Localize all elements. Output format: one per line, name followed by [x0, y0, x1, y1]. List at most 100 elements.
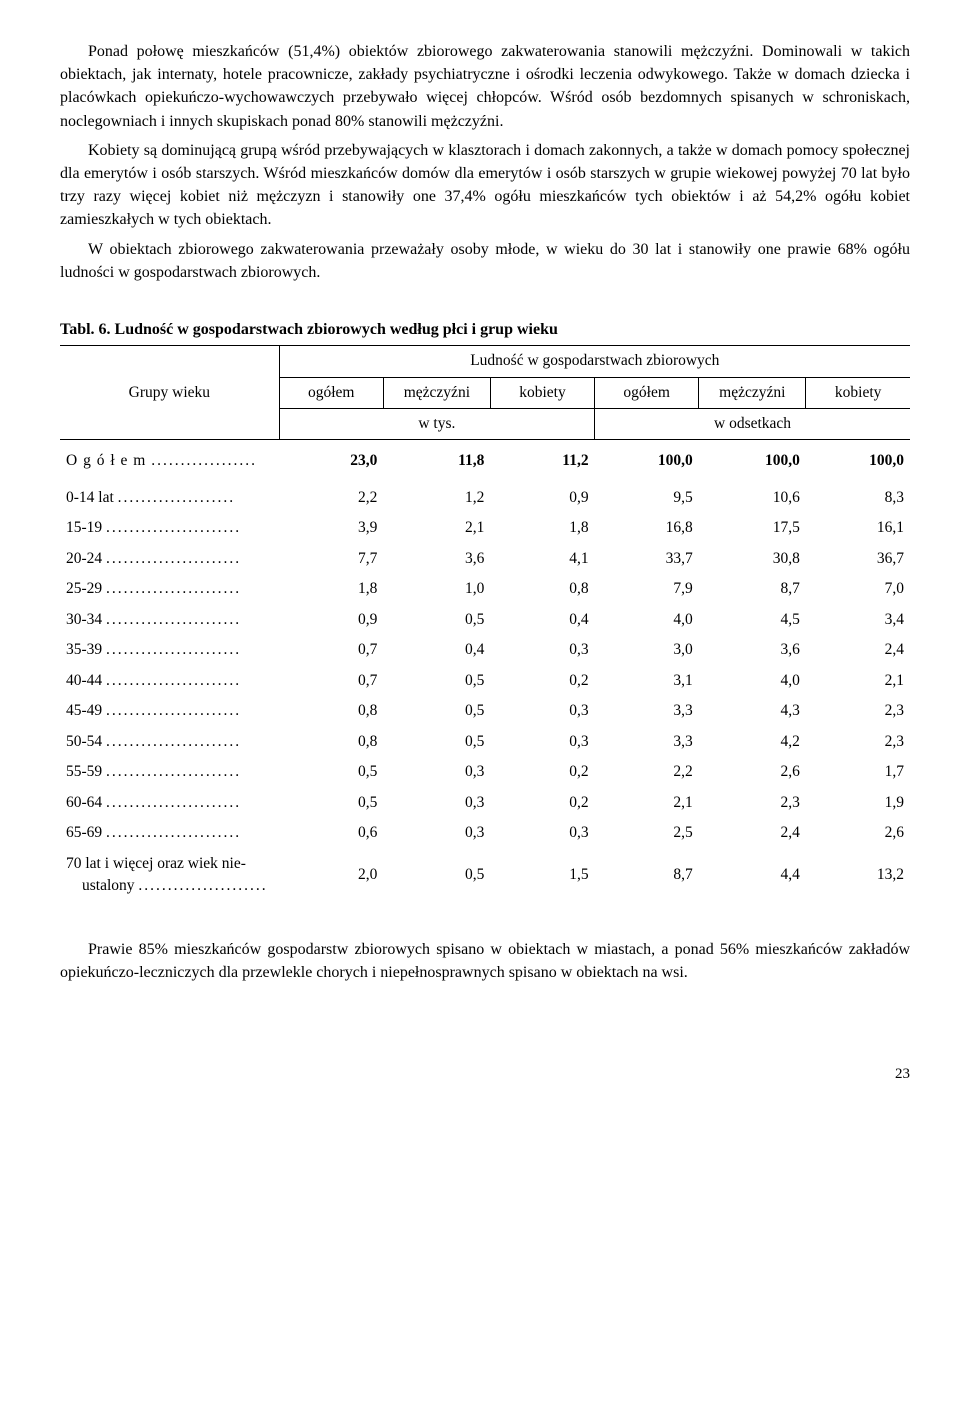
cell: 100,0	[806, 440, 910, 483]
table-row: 65-69 .......................0,60,30,32,…	[60, 818, 910, 848]
cell: 0,2	[490, 757, 594, 787]
row-label: O g ó ł e m	[66, 452, 146, 469]
cell: 0,8	[279, 727, 383, 757]
cell: 7,9	[595, 574, 699, 604]
leader-dots: .......................	[106, 641, 241, 658]
paragraph-1: Ponad połowę mieszkańców (51,4%) obiektó…	[60, 40, 910, 133]
cell: 3,0	[595, 635, 699, 665]
cell: 3,4	[806, 605, 910, 635]
cell: 11,2	[490, 440, 594, 483]
leader-dots: ......................	[138, 877, 267, 894]
row-label: 55-59	[66, 763, 102, 780]
cell: 0,8	[490, 574, 594, 604]
cell: 0,3	[383, 818, 490, 848]
cell: 10,6	[699, 483, 806, 513]
leader-dots: ....................	[118, 489, 236, 506]
leader-dots: ..................	[151, 452, 257, 469]
data-table: Grupy wieku Ludność w gospodarstwach zbi…	[60, 345, 910, 901]
cell: 0,5	[279, 757, 383, 787]
cell: 1,7	[806, 757, 910, 787]
unit-left: w tys.	[279, 409, 594, 440]
cell: 2,3	[806, 696, 910, 726]
cell: 16,8	[595, 513, 699, 543]
cell: 13,2	[806, 849, 910, 902]
table-row: 35-39 .......................0,70,40,33,…	[60, 635, 910, 665]
leader-dots: .......................	[106, 702, 241, 719]
cell: 100,0	[595, 440, 699, 483]
table-row: 30-34 .......................0,90,50,44,…	[60, 605, 910, 635]
cell: 23,0	[279, 440, 383, 483]
cell: 2,3	[699, 788, 806, 818]
leader-dots: .......................	[106, 763, 241, 780]
cell: 100,0	[699, 440, 806, 483]
cell: 0,5	[383, 727, 490, 757]
cell: 8,7	[699, 574, 806, 604]
table-row: 60-64 ....................... 0,50,30,2 2,…	[60, 788, 910, 818]
cell: 16,1	[806, 513, 910, 543]
cell: 1,8	[279, 574, 383, 604]
paragraph-4: Prawie 85% mieszkańców gospodarstw zbior…	[60, 938, 910, 984]
cell: 9,5	[595, 483, 699, 513]
cell: 2,6	[699, 757, 806, 787]
cell: 8,7	[595, 849, 699, 902]
row-label: 70 lat i więcej oraz wiek nie-	[66, 855, 246, 872]
cell: 1,0	[383, 574, 490, 604]
cell: 4,3	[699, 696, 806, 726]
cell: 0,2	[490, 788, 594, 818]
cell: 36,7	[806, 544, 910, 574]
cell: 4,1	[490, 544, 594, 574]
cell: 1,8	[490, 513, 594, 543]
row-label: 45-49	[66, 702, 102, 719]
cell: 0,3	[383, 788, 490, 818]
cell: 2,4	[806, 635, 910, 665]
cell: 0,5	[279, 788, 383, 818]
col-header: kobiety	[490, 377, 594, 408]
cell: 2,2	[279, 483, 383, 513]
cell: 33,7	[595, 544, 699, 574]
cell: 1,2	[383, 483, 490, 513]
row-label: 40-44	[66, 672, 102, 689]
cell: 4,4	[699, 849, 806, 902]
cell: 0,3	[383, 757, 490, 787]
table-row-total: O g ó ł e m .................. 23,0 11,8…	[60, 440, 910, 483]
cell: 2,3	[806, 727, 910, 757]
leader-dots: .......................	[106, 794, 241, 811]
cell: 3,1	[595, 666, 699, 696]
row-label: 30-34	[66, 611, 102, 628]
cell: 2,1	[383, 513, 490, 543]
cell: 4,5	[699, 605, 806, 635]
row-label: 35-39	[66, 641, 102, 658]
cell: 11,8	[383, 440, 490, 483]
table-row: 40-44 .......................0,70,50,23,…	[60, 666, 910, 696]
row-label: 0-14 lat	[66, 489, 114, 506]
cell: 2,1	[806, 666, 910, 696]
cell: 0,5	[383, 666, 490, 696]
row-label: 60-64	[66, 794, 102, 811]
cell: 1,9	[806, 788, 910, 818]
cell: 0,3	[490, 635, 594, 665]
cell: 0,3	[490, 696, 594, 726]
table-row: 70 lat i więcej oraz wiek nie- ustalony …	[60, 849, 910, 902]
cell: 3,6	[383, 544, 490, 574]
table-spanner: Ludność w gospodarstwach zbiorowych	[279, 346, 910, 377]
table-row: 55-59 .......................0,50,30,22,…	[60, 757, 910, 787]
col-header: ogółem	[595, 377, 699, 408]
col-header: kobiety	[806, 377, 910, 408]
cell: 0,6	[279, 818, 383, 848]
cell: 0,7	[279, 666, 383, 696]
cell: 4,0	[595, 605, 699, 635]
leader-dots: .......................	[106, 824, 241, 841]
cell: 2,5	[595, 818, 699, 848]
col-header: mężczyźni	[699, 377, 806, 408]
page-number: 23	[60, 1064, 910, 1086]
cell: 3,3	[595, 696, 699, 726]
stub-header: Grupy wieku	[60, 346, 279, 440]
cell: 2,2	[595, 757, 699, 787]
cell: 1,5	[490, 849, 594, 902]
cell: 8,3	[806, 483, 910, 513]
col-header: ogółem	[279, 377, 383, 408]
cell: 0,5	[383, 849, 490, 902]
col-header: mężczyźni	[383, 377, 490, 408]
cell: 4,2	[699, 727, 806, 757]
row-label: 50-54	[66, 733, 102, 750]
